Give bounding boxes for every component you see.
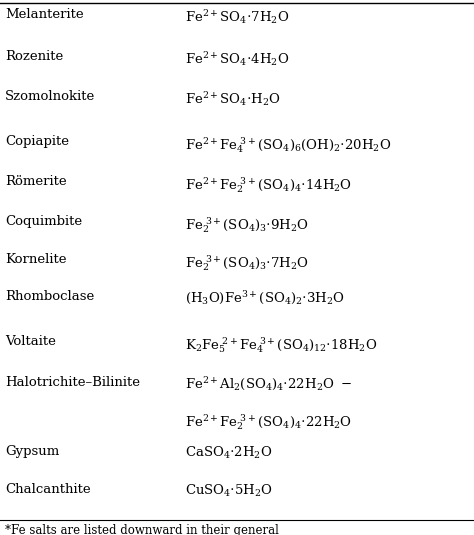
Text: Kornelite: Kornelite xyxy=(5,253,66,266)
Text: $\mathregular{Fe^{2+}Fe_2^{\ 3+}(SO_4)_4{\cdot}14H_2O}$: $\mathregular{Fe^{2+}Fe_2^{\ 3+}(SO_4)_4… xyxy=(185,175,352,195)
Text: $\mathregular{(H_3O)Fe^{3+}(SO_4)_2{\cdot}3H_2O}$: $\mathregular{(H_3O)Fe^{3+}(SO_4)_2{\cdo… xyxy=(185,290,345,307)
Text: $\mathregular{Fe^{2+}SO_4{\cdot}7H_2O}$: $\mathregular{Fe^{2+}SO_4{\cdot}7H_2O}$ xyxy=(185,8,289,26)
Text: $\mathregular{Fe^{2+}Al_2(SO_4)_4{\cdot}22H_2O\ -}$: $\mathregular{Fe^{2+}Al_2(SO_4)_4{\cdot}… xyxy=(185,376,352,393)
Text: $\mathregular{Fe_2^{\ 3+}(SO_4)_3{\cdot}9H_2O}$: $\mathregular{Fe_2^{\ 3+}(SO_4)_3{\cdot}… xyxy=(185,215,309,235)
Text: Coquimbite: Coquimbite xyxy=(5,215,82,228)
Text: Copiapite: Copiapite xyxy=(5,135,69,148)
Text: Szomolnokite: Szomolnokite xyxy=(5,90,95,103)
Text: $\mathregular{Fe^{2+}Fe_4^{\ 3+}(SO_4)_6(OH)_2{\cdot}20H_2O}$: $\mathregular{Fe^{2+}Fe_4^{\ 3+}(SO_4)_6… xyxy=(185,135,391,155)
Text: $\mathregular{K_2Fe_5^{\ 2+}Fe_4^{\ 3+}(SO_4)_{12}{\cdot}18H_2O}$: $\mathregular{K_2Fe_5^{\ 2+}Fe_4^{\ 3+}(… xyxy=(185,335,377,355)
Text: $\mathregular{Fe_2^{\ 3+}(SO_4)_3{\cdot}7H_2O}$: $\mathregular{Fe_2^{\ 3+}(SO_4)_3{\cdot}… xyxy=(185,253,309,273)
Text: $\mathregular{CaSO_4{\cdot}2H_2O}$: $\mathregular{CaSO_4{\cdot}2H_2O}$ xyxy=(185,445,273,461)
Text: $\mathregular{Fe^{2+}SO_4{\cdot}4H_2O}$: $\mathregular{Fe^{2+}SO_4{\cdot}4H_2O}$ xyxy=(185,50,289,68)
Text: Rozenite: Rozenite xyxy=(5,50,63,63)
Text: Gypsum: Gypsum xyxy=(5,445,59,458)
Text: Römerite: Römerite xyxy=(5,175,67,188)
Text: Voltaite: Voltaite xyxy=(5,335,56,348)
Text: $\mathregular{CuSO_4{\cdot}5H_2O}$: $\mathregular{CuSO_4{\cdot}5H_2O}$ xyxy=(185,483,273,499)
Text: Chalcanthite: Chalcanthite xyxy=(5,483,91,496)
Text: *Fe salts are listed downward in their general
sequence of formation.: *Fe salts are listed downward in their g… xyxy=(5,524,279,535)
Text: Melanterite: Melanterite xyxy=(5,8,83,21)
Text: Halotrichite–Bilinite: Halotrichite–Bilinite xyxy=(5,376,140,389)
Text: Rhomboclase: Rhomboclase xyxy=(5,290,94,303)
Text: $\mathregular{Fe^{2+}Fe_2^{\ 3+}(SO_4)_4{\cdot}22H_2O}$: $\mathregular{Fe^{2+}Fe_2^{\ 3+}(SO_4)_4… xyxy=(185,412,352,432)
Text: $\mathregular{Fe^{2+}SO_4{\cdot}H_2O}$: $\mathregular{Fe^{2+}SO_4{\cdot}H_2O}$ xyxy=(185,90,281,108)
